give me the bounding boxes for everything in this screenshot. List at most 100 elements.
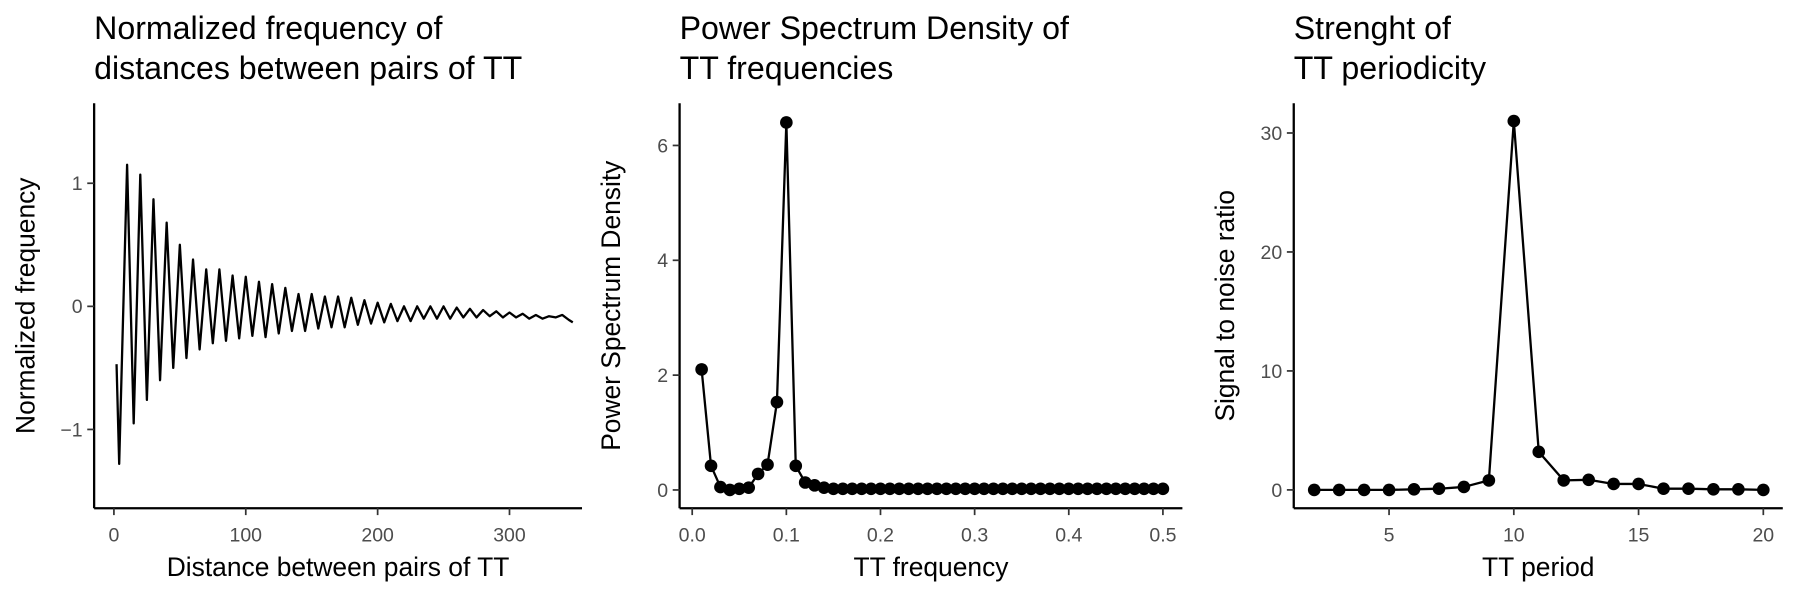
data-point xyxy=(1015,482,1029,496)
data-point xyxy=(949,482,963,496)
panel: Normalized frequency of distances between… xyxy=(10,10,583,582)
data-point xyxy=(930,482,944,496)
data-point xyxy=(1507,114,1521,128)
data-point xyxy=(864,482,878,496)
data-point xyxy=(1062,482,1076,496)
x-axis-title: TT period xyxy=(1482,552,1594,582)
data-point xyxy=(1147,482,1160,496)
data-line xyxy=(1314,119,1764,492)
chart-title: Normalized frequency of xyxy=(94,10,442,46)
data-point xyxy=(1582,473,1595,487)
data-point xyxy=(1081,482,1094,496)
chart-title: Power Spectrum Density of xyxy=(680,10,1069,46)
data-line xyxy=(115,163,574,466)
y-tick-label: 1 xyxy=(72,173,83,195)
panel: Power Spectrum Density of TT frequencies T… xyxy=(596,10,1183,582)
data-point xyxy=(893,482,906,496)
data-line xyxy=(700,121,1163,492)
data-point xyxy=(1557,474,1571,487)
data-point xyxy=(977,482,991,496)
x-tick-label: 15 xyxy=(1628,524,1650,546)
x-tick-label: 0.0 xyxy=(679,524,706,546)
data-point xyxy=(780,116,793,129)
panel: Strenght of TT periodicity TT period Signal… xyxy=(1210,10,1783,582)
data-point xyxy=(1682,482,1695,496)
data-point xyxy=(911,482,925,496)
data-point xyxy=(1071,482,1085,496)
data-point xyxy=(827,482,840,496)
y-tick-label: 0 xyxy=(657,480,668,502)
data-point xyxy=(1156,482,1170,496)
data-point xyxy=(770,395,784,409)
x-tick-label: 300 xyxy=(493,524,526,546)
data-point xyxy=(1100,482,1113,496)
chart-title: distances between pairs of TT xyxy=(94,50,522,86)
data-point xyxy=(751,467,765,481)
data-point xyxy=(742,481,756,494)
data-point xyxy=(1090,482,1104,496)
data-point xyxy=(1382,483,1396,497)
data-point xyxy=(874,482,887,496)
data-point xyxy=(1607,477,1620,491)
data-point xyxy=(817,481,831,494)
x-tick-label: 0.5 xyxy=(1149,524,1176,546)
data-point xyxy=(695,363,708,376)
data-point xyxy=(855,482,868,496)
data-point xyxy=(1407,482,1421,496)
data-point xyxy=(1532,445,1546,459)
data-point xyxy=(1053,482,1066,496)
data-point xyxy=(808,479,821,492)
data-point xyxy=(987,482,1000,496)
y-tick-label: 0 xyxy=(1271,480,1282,502)
data-point xyxy=(1128,482,1141,496)
y-tick-label: 2 xyxy=(657,365,668,387)
data-point xyxy=(1657,482,1670,496)
data-point xyxy=(968,482,981,496)
y-tick-label: 30 xyxy=(1261,123,1283,145)
data-point xyxy=(761,458,774,472)
data-point xyxy=(845,482,859,496)
y-axis-title: Signal to noise ratio xyxy=(1210,190,1240,422)
data-point xyxy=(1707,482,1720,496)
data-point xyxy=(1024,482,1038,496)
data-point xyxy=(1118,482,1132,496)
x-tick-label: 10 xyxy=(1503,524,1525,546)
y-tick-label: 0 xyxy=(72,296,83,318)
data-point xyxy=(1109,482,1123,496)
data-point xyxy=(1043,482,1057,496)
data-point xyxy=(1632,477,1645,491)
data-point xyxy=(1457,480,1471,494)
data-point xyxy=(1034,482,1047,496)
x-tick-label: 0.2 xyxy=(867,524,894,546)
x-tick-label: 0.4 xyxy=(1055,524,1082,546)
y-tick-label: −1 xyxy=(60,419,82,441)
data-point xyxy=(902,482,916,496)
x-tick-label: 200 xyxy=(361,524,394,546)
data-point xyxy=(996,482,1010,496)
y-tick-label: 4 xyxy=(657,250,668,272)
data-point xyxy=(1757,483,1770,497)
y-tick-label: 20 xyxy=(1261,242,1283,264)
data-point xyxy=(732,482,746,496)
chart-title: TT periodicity xyxy=(1294,50,1486,86)
x-tick-label: 100 xyxy=(229,524,262,546)
data-point xyxy=(1307,483,1321,497)
chart-title: Strenght of xyxy=(1294,10,1451,46)
x-axis-title: Distance between pairs of TT xyxy=(167,552,510,582)
y-axis-title: Power Spectrum Density xyxy=(596,160,626,451)
data-point xyxy=(1732,482,1745,496)
data-point xyxy=(723,483,737,497)
data-point xyxy=(921,482,934,496)
x-tick-label: 0 xyxy=(108,524,119,546)
x-tick-label: 0.1 xyxy=(773,524,800,546)
x-tick-label: 5 xyxy=(1384,524,1395,546)
data-point xyxy=(704,459,718,473)
y-tick-label: 6 xyxy=(657,135,668,157)
y-tick-label: 10 xyxy=(1261,361,1283,383)
data-point xyxy=(1332,483,1346,497)
data-point xyxy=(1137,482,1151,496)
data-point xyxy=(1005,482,1019,496)
x-tick-label: 0.3 xyxy=(961,524,988,546)
